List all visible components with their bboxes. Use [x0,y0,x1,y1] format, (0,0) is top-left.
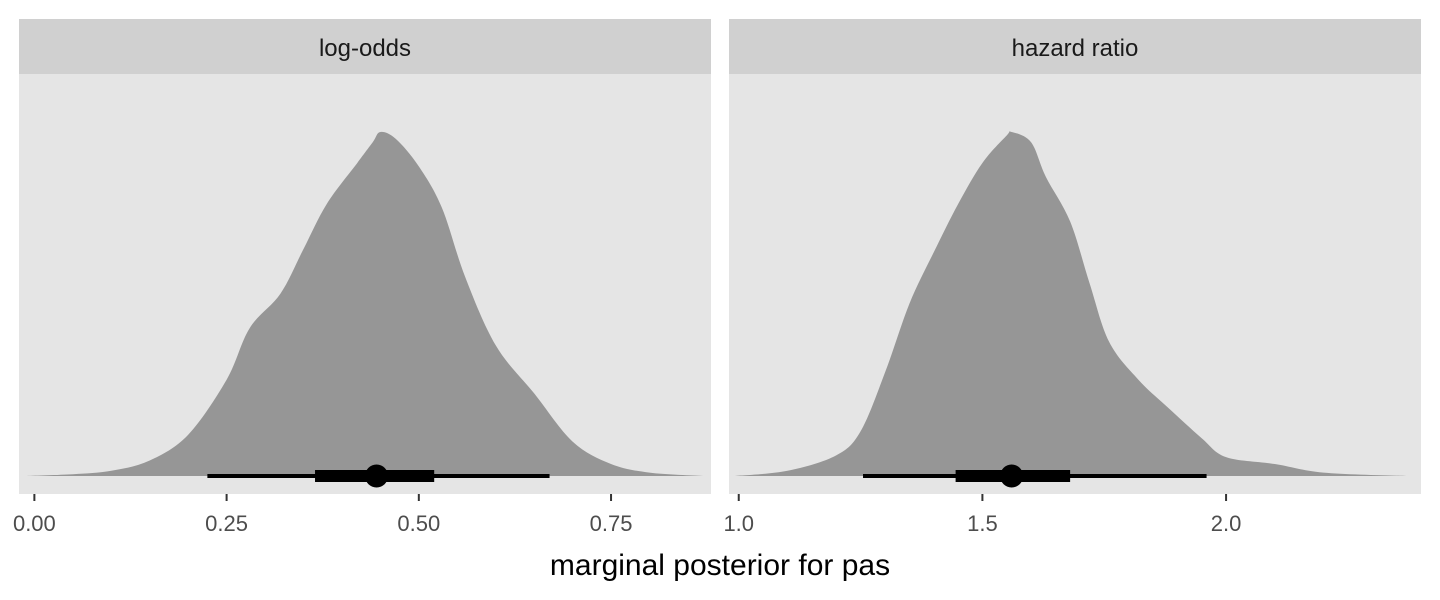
x-axis-title: marginal posterior for pas [550,549,890,582]
x-tick-label-1-3: 0.50 [397,511,440,536]
density-area-1 [26,131,704,476]
x-tick-label-2-2: 1.5 [967,511,998,536]
x-tick-label-2-1: 1.0 [723,511,754,536]
point-estimate-2 [1000,464,1024,488]
x-tick-label-1-1: 0.00 [13,511,56,536]
panel-strip-label-2: hazard ratio [1012,35,1139,62]
x-tick-label-1-4: 0.75 [590,511,633,536]
density-area-2 [733,131,1407,477]
panel-strip-label-1: log-odds [319,35,411,62]
point-estimate-1 [365,464,389,488]
x-tick-label-1-2: 0.25 [205,511,248,536]
panel-strip-1 [19,19,711,74]
panel-strip-2 [729,19,1421,74]
x-tick-label-2-3: 2.0 [1211,511,1242,536]
